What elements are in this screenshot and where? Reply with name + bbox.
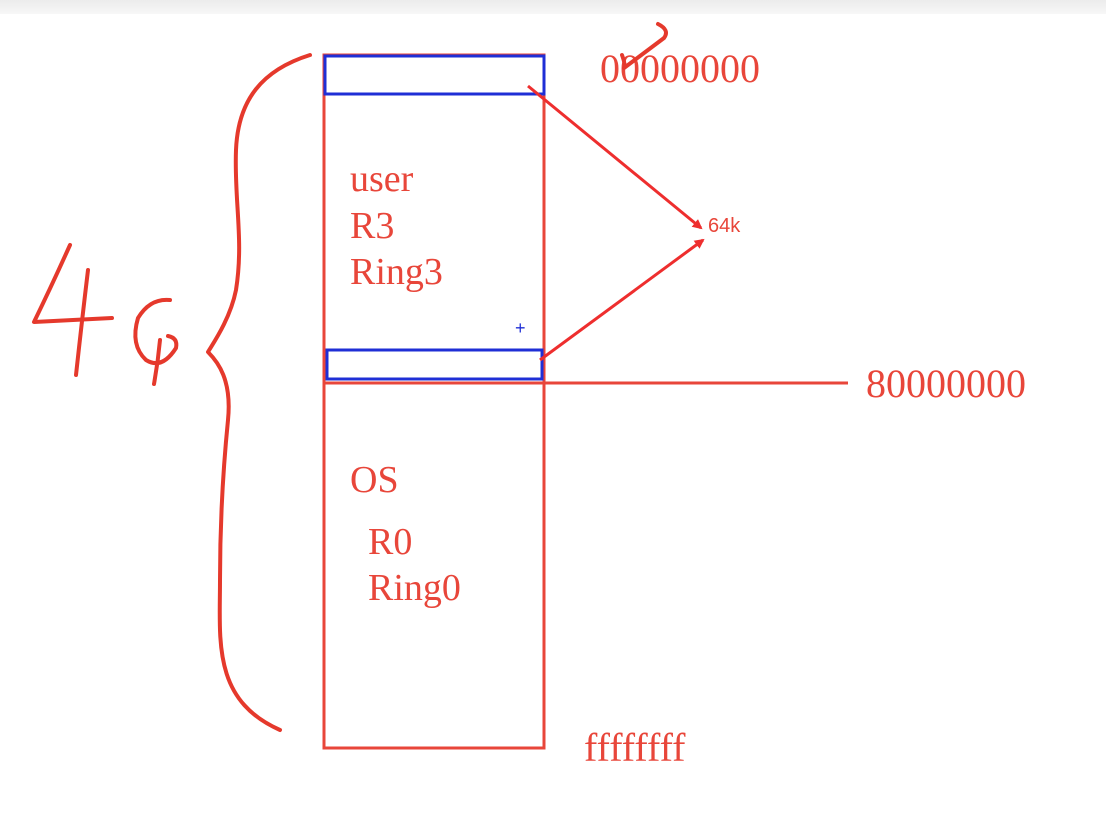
window-top-strip: [0, 0, 1106, 14]
address-mid-label: 80000000: [866, 361, 1026, 406]
address-end-label: ffffffff: [584, 725, 686, 770]
size-4g-handwriting: [32, 243, 179, 386]
checkmark-icon: [620, 22, 668, 70]
os-region-label: OS: [350, 459, 399, 501]
size-64k-label: 64k: [708, 215, 741, 237]
user-start-guard-block: [323, 54, 546, 96]
user-region-label: user: [350, 158, 414, 200]
crosshair-cursor-icon: +: [515, 318, 526, 338]
arrow-bottom-to-64k: [539, 238, 705, 362]
curly-brace-icon: [206, 53, 312, 732]
user-end-guard-block: [325, 348, 544, 381]
arrow-top-to-64k: [527, 84, 703, 230]
user-ring-label: Ring3: [350, 251, 443, 293]
os-ring-label: Ring0: [368, 567, 461, 609]
user-ring-short-label: R3: [350, 205, 394, 247]
address-start-label: 00000000: [600, 46, 760, 91]
os-ring-short-label: R0: [368, 521, 412, 563]
